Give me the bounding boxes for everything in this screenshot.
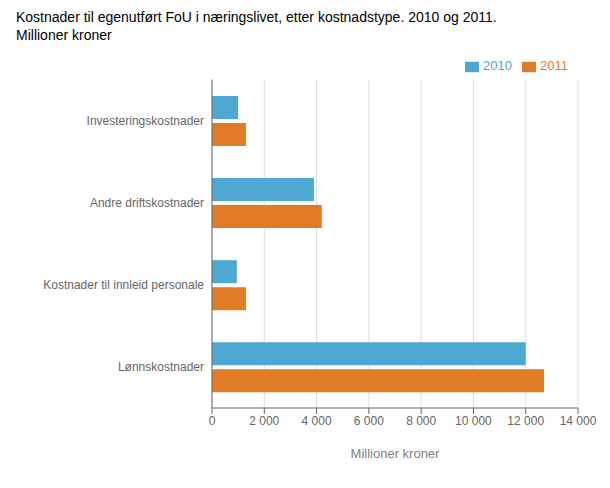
svg-text:Investeringskostnader: Investeringskostnader: [87, 114, 204, 128]
svg-text:6 000: 6 000: [354, 414, 384, 428]
svg-text:Kostnader til innleid personal: Kostnader til innleid personale: [43, 278, 204, 292]
html-text:2010: 2010: [483, 58, 512, 73]
svg-text:Andre driftskostnader: Andre driftskostnader: [90, 196, 204, 210]
svg-text:0: 0: [209, 414, 216, 428]
svg-text:8 000: 8 000: [406, 414, 436, 428]
svg-text:Lønnskostnader: Lønnskostnader: [118, 360, 204, 374]
html-text:2011: 2011: [540, 58, 568, 73]
html-text:Kostnader til egenutført FoU i: Kostnader til egenutført FoU i næringsli…: [16, 9, 497, 25]
svg-text:10 000: 10 000: [455, 414, 492, 428]
svg-text:2 000: 2 000: [249, 414, 279, 428]
html-text:Millioner kroner: Millioner kroner: [16, 27, 112, 43]
svg-text:Millioner kroner: Millioner kroner: [351, 446, 441, 461]
svg-text:14 000: 14 000: [560, 414, 597, 428]
svg-text:4 000: 4 000: [302, 414, 332, 428]
svg-text:12 000: 12 000: [507, 414, 544, 428]
